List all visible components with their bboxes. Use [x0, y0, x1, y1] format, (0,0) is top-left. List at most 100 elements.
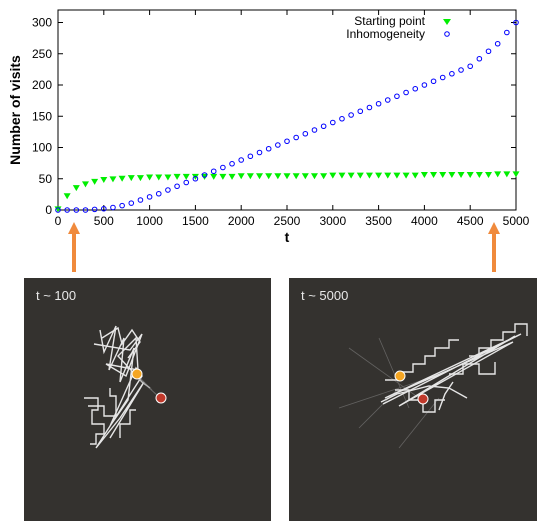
point-starting-point: [357, 173, 364, 179]
point-inhomogeneity: [221, 165, 226, 170]
point-inhomogeneity: [321, 124, 326, 129]
arrow-right: [486, 222, 502, 274]
red-dot: [156, 393, 166, 403]
point-starting-point: [284, 173, 291, 179]
x-tick-label: 500: [94, 214, 114, 228]
point-inhomogeneity: [468, 64, 473, 69]
point-starting-point: [293, 173, 300, 179]
point-starting-point: [513, 171, 520, 177]
point-starting-point: [338, 173, 345, 179]
point-inhomogeneity: [276, 143, 281, 148]
point-starting-point: [119, 176, 126, 182]
point-inhomogeneity: [147, 195, 152, 200]
point-inhomogeneity: [413, 86, 418, 91]
point-inhomogeneity: [505, 30, 510, 35]
point-starting-point: [403, 173, 410, 179]
point-starting-point: [183, 174, 190, 180]
point-starting-point: [82, 181, 89, 187]
point-inhomogeneity: [120, 203, 125, 208]
point-inhomogeneity: [257, 150, 262, 155]
y-tick-label: 200: [32, 78, 52, 92]
chart: 0 500 1000 1500 2000 2500 3000 3500 4000 4500 5000…: [0, 0, 539, 260]
arrow-left: [66, 222, 82, 274]
point-starting-point: [91, 179, 98, 185]
point-starting-point: [467, 172, 474, 178]
x-tick-label: 0: [55, 214, 62, 228]
point-starting-point: [311, 173, 318, 179]
point-starting-point: [238, 173, 245, 179]
x-tick-label: 4500: [457, 214, 484, 228]
point-inhomogeneity: [111, 205, 116, 210]
point-inhomogeneity: [239, 158, 244, 163]
point-starting-point: [448, 172, 455, 178]
point-starting-point: [256, 173, 263, 179]
y-axis-label: Number of visits: [7, 55, 23, 165]
panel-early: t ~ 100: [24, 278, 271, 521]
point-starting-point: [146, 175, 153, 181]
trajectory-early: [24, 278, 271, 521]
point-inhomogeneity: [331, 120, 336, 125]
panel-late: t ~ 5000: [289, 278, 537, 521]
point-inhomogeneity: [92, 207, 97, 212]
legend-label-inhomogeneity: Inhomogeneity: [346, 27, 425, 41]
point-starting-point: [485, 172, 492, 178]
point-inhomogeneity: [211, 169, 216, 174]
point-starting-point: [274, 173, 281, 179]
point-inhomogeneity: [312, 128, 317, 133]
point-starting-point: [430, 172, 437, 178]
point-inhomogeneity: [138, 198, 143, 203]
plot-area: 0 500 1000 1500 2000 2500 3000 3500 4000 4500 5000…: [32, 10, 530, 228]
point-inhomogeneity: [459, 68, 464, 73]
point-starting-point: [384, 173, 391, 179]
point-starting-point: [229, 174, 236, 180]
x-tick-label: 3500: [365, 214, 392, 228]
point-inhomogeneity: [422, 83, 427, 88]
point-inhomogeneity: [184, 180, 189, 185]
point-inhomogeneity: [340, 116, 345, 121]
point-starting-point: [366, 173, 373, 179]
legend-marker-starting-point: [443, 19, 451, 25]
y-tick-label: 50: [39, 172, 53, 186]
x-tick-label: 2000: [228, 214, 255, 228]
point-inhomogeneity: [294, 135, 299, 140]
y-tick-label: 150: [32, 109, 52, 123]
point-starting-point: [219, 174, 226, 180]
point-inhomogeneity: [156, 191, 161, 196]
y-tick-label: 300: [32, 16, 52, 30]
x-tick-label: 1000: [136, 214, 163, 228]
y-tick-label: 0: [45, 203, 52, 217]
point-starting-point: [494, 171, 501, 177]
point-inhomogeneity: [431, 79, 436, 84]
orange-dot: [132, 369, 142, 379]
point-inhomogeneity: [358, 109, 363, 114]
point-starting-point: [348, 173, 355, 179]
trajectory-late: [289, 278, 537, 521]
x-tick-label: 1500: [182, 214, 209, 228]
point-inhomogeneity: [129, 201, 134, 206]
point-inhomogeneity: [450, 71, 455, 76]
point-inhomogeneity: [285, 139, 290, 144]
point-inhomogeneity: [230, 161, 235, 166]
orange-dot: [395, 371, 405, 381]
point-inhomogeneity: [248, 154, 253, 159]
x-axis-label: t: [285, 229, 290, 245]
point-inhomogeneity: [166, 188, 171, 193]
point-starting-point: [137, 175, 144, 181]
legend: Starting point Inhomogeneity: [346, 14, 425, 41]
point-starting-point: [73, 185, 80, 191]
point-starting-point: [302, 173, 309, 179]
point-starting-point: [503, 171, 510, 177]
point-inhomogeneity: [303, 131, 308, 136]
point-inhomogeneity: [440, 75, 445, 80]
point-inhomogeneity: [477, 56, 482, 61]
point-starting-point: [155, 175, 162, 181]
point-starting-point: [265, 173, 272, 179]
point-inhomogeneity: [376, 101, 381, 106]
x-tick-label: 3000: [319, 214, 346, 228]
point-starting-point: [109, 176, 116, 182]
point-starting-point: [247, 173, 254, 179]
point-starting-point: [174, 174, 181, 180]
point-starting-point: [210, 174, 217, 180]
legend-label-starting-point: Starting point: [354, 14, 425, 28]
x-tick-label: 5000: [503, 214, 530, 228]
